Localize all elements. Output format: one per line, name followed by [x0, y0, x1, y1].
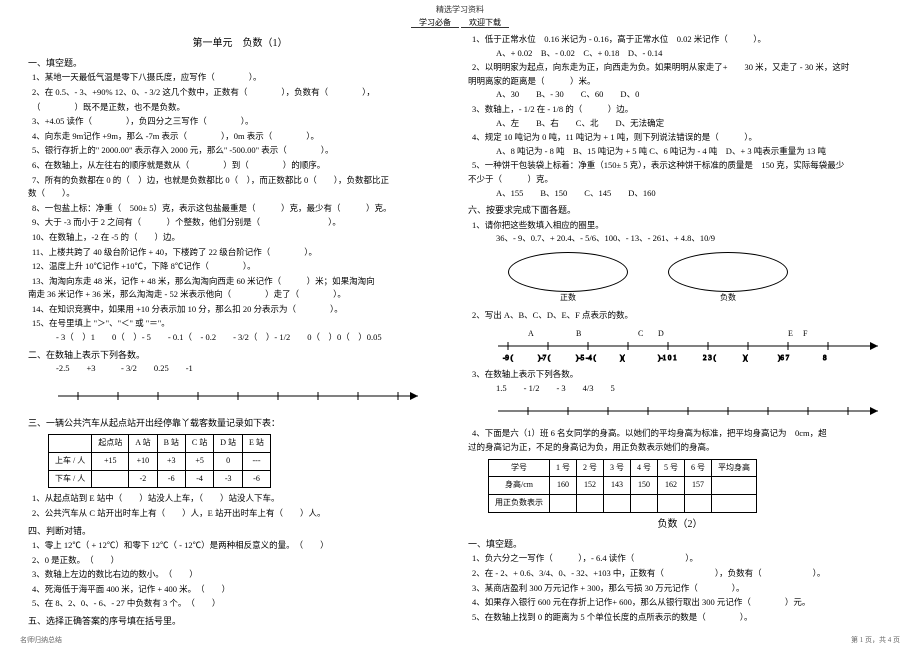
q1-12: 12、温度上升 10℃记作 +10℃，下降 8℃记作（ ）。 — [28, 260, 452, 274]
q5-5: 5、一种饼干包装袋上标着：净重（150± 5 克），表示这种饼干标准的质量是 1… — [468, 159, 892, 173]
svg-text:D: D — [658, 329, 664, 338]
section-6-heading: 六、按要求完成下面各题。 — [468, 203, 892, 217]
q1-8: 8、一包盐上标：净重（ 500± 5）克，表示这包盐最重是（ ）克，最少有（ ）… — [28, 202, 452, 216]
q1-4: 4、向东走 9m记作 +9m，那么 -7m 表示（ ），0m 表示（ ）。 — [28, 130, 452, 144]
unit-title-2: 负数（2） — [468, 517, 892, 533]
q4-1: 1、零上 12℃（ + 12℃）和零下 12℃（ - 12℃）是两种相反意义的量… — [28, 539, 452, 553]
section-1-heading: 一、填空题。 — [28, 56, 452, 70]
footer-left: 名师归纳总结 — [20, 635, 62, 645]
q1-13: 13、淘淘向东走 48 米，记作 + 48 米，那么淘淘向西走 60 米记作（ … — [28, 275, 452, 289]
svg-text:)(: )( — [743, 354, 748, 362]
left-column: 第一单元 负数（1） 一、填空题。 1、某地一天最低气温是零下八摄氏度，应写作（… — [20, 32, 460, 628]
section-2-heading: 二、在数轴上表示下列各数。 — [28, 348, 452, 362]
q1-7: 7、所有的负数都在 0 的（ ）边，也就是负数都比 0（ ），而正数都比 0（ … — [28, 174, 452, 188]
right-column: 1、低于正常水位 0.16 米记为 - 0.16，高于正常水位 0.02 米记作… — [460, 32, 900, 628]
classification-ovals: 正数 负数 — [508, 252, 892, 292]
s2-nums: -2.5 +3 - 3/2 0.25 -1 — [28, 362, 452, 376]
q5-3o: A、左 B、右 C、北 D、无法确定 — [468, 117, 892, 131]
q1b-1: 1、负六分之一写作（ ），- 6.4 读作（ ）。 — [468, 552, 892, 566]
svg-text:B: B — [576, 329, 581, 338]
height-table: 学号1 号2 号3 号4 号5 号6 号平均身高 身高/cm1601521431… — [488, 459, 757, 513]
q4-2: 2、0 是正数。 （ ） — [28, 554, 452, 568]
unit-title: 第一单元 负数（1） — [28, 36, 452, 52]
q1-14: 14、在知识竞赛中，如果用 +10 分表示加 10 分，那么扣 20 分表示为（… — [28, 303, 452, 317]
q1-1: 1、某地一天最低气温是零下八摄氏度，应写作（ ）。 — [28, 71, 452, 85]
page-footer: 名师归纳总结 第 1 页，共 4 页 — [0, 635, 920, 645]
q1-15: 15、在号里填上 "＞"、"＜" 或 "＝"。 — [28, 317, 452, 331]
q6-2: 2、写出 A、B、C、D、E、F 点表示的数。 — [468, 309, 892, 323]
svg-text:-9 (: -9 ( — [503, 354, 514, 362]
q4-4: 4、死海低于海平面 400 米，记作 + 400 米。 （ ） — [28, 583, 452, 597]
svg-text:A: A — [528, 329, 534, 338]
header-right: 欢迎下载 — [461, 18, 509, 28]
q6-1nums: 36、- 9、0.7、+ 20.4、- 5/6、100、- 13、- 261、+… — [468, 232, 892, 246]
q1-2b: （ ）既不是正数，也不是负数。 — [28, 101, 452, 115]
q6-4: 4、下面是六（1）班 6 名女同学的身高。以她们的平均身高为标准，把平均身高记为… — [468, 427, 892, 441]
q1b-2: 2、在 - 2、+ 0.6、3/4、0、- 32、+103 中，正数有（ ），负… — [468, 567, 892, 581]
svg-text:F: F — [803, 329, 808, 338]
q1-2: 2、在 0.5、- 3、+90% 12、0、- 3/2 这几个数中，正数有（ ）… — [28, 86, 452, 100]
doc-header-top: 精选学习资料 — [0, 0, 920, 15]
q5-1o: A、+ 0.02 B、- 0.02 C、+ 0.18 D、- 0.14 — [468, 47, 892, 61]
q1-6: 6、在数轴上，从左往右的顺序就是数从（ ）到（ ）的顺序。 — [28, 159, 452, 173]
q4-3: 3、数轴上左边的数比右边的数小。 （ ） — [28, 568, 452, 582]
svg-text:C: C — [638, 329, 643, 338]
svg-text:2 3 (: 2 3 ( — [703, 354, 717, 362]
section-3-heading: 三、一辆公共汽车从起点站开出经停靠丫载客数量记录如下表： — [28, 416, 452, 430]
q5-3: 3、数轴上，- 1/2 在 - 1/8 的（ ）边。 — [468, 103, 892, 117]
q1-11: 11、上楼共跨了 40 级台阶记作 + 40，下楼跨了 22 级台阶记作（ ）。 — [28, 246, 452, 260]
svg-text:)(: )( — [620, 354, 625, 362]
q1-10: 10、在数轴上，-2 在 -5 的（ ）边。 — [28, 231, 452, 245]
section-5-heading: 五、选择正确答案的序号填在括号里。 — [28, 614, 452, 628]
q5-2b: 明明离家的距离是（ ）米。 — [468, 75, 892, 89]
q3-2: 2、公共汽车从 C 站开出时车上有（ ）人，E 站开出时车上有（ ）人。 — [28, 507, 452, 521]
q5-5o: A、155 B、150 C、145 D、160 — [468, 187, 892, 201]
q6-4b: 过的身高记为正，不足的身高记为负，用正负数表示她们的身高。 — [468, 441, 892, 455]
q4-5: 5、在 8、2、0、- 6、- 27 中负数有 3 个。 （ ） — [28, 597, 452, 611]
q1b-5: 5、在数轴上找到 0 的距离为 5 个单位长度的点所表示的数是（ ）。 — [468, 611, 892, 625]
svg-text:)-7 (: )-7 ( — [538, 354, 551, 362]
footer-right: 第 1 页，共 4 页 — [851, 635, 900, 645]
header-left: 学习必备 — [411, 18, 459, 28]
q1-3: 3、+4.05 读作（ ），负四分之三写作（ ）。 — [28, 115, 452, 129]
doc-header-sub: 学习必备 欢迎下载 — [0, 15, 920, 28]
number-line-3 — [488, 401, 892, 421]
q1-7b: 数（ ）。 — [28, 187, 452, 201]
bus-table: 起点站A 站B 站C 站D 站E 站 上车 / 人+15+10+3+50--- … — [48, 434, 271, 488]
q1-5: 5、银行存折上的" 2000.00" 表示存入 2000 元，那么" -500.… — [28, 144, 452, 158]
svg-text:)6 7: )6 7 — [778, 354, 790, 362]
q1-13b: 南走 36 米记作 + 36 米，那么淘淘走 - 52 米表示他向（ ）走了（ … — [28, 288, 452, 302]
number-line-1 — [48, 382, 452, 410]
svg-text:8: 8 — [823, 354, 827, 362]
q1b-3: 3、某商店盈利 300 万元记作 + 300，那么亏损 30 万元记作（ ）。 — [468, 582, 892, 596]
q3-1: 1、从起点站到 E 站中（ ）站没人上车，（ ）站没人下车。 — [28, 492, 452, 506]
positive-oval: 正数 — [508, 252, 628, 292]
section-4-heading: 四、判断对错。 — [28, 524, 452, 538]
q5-2: 2、以明明家为起点，向东走为正，向西走为负。如果明明从家走了+ 30 米，又走了… — [468, 61, 892, 75]
q5-4o: A、8 吨记为 - 8 吨 B、15 吨记为 + 5 吨 C、6 吨记为 - 4… — [468, 145, 892, 159]
q1b-4: 4、如果存入银行 600 元在存折上记作+ 600，那么从银行取出 300 元记… — [468, 596, 892, 610]
q6-3nums: 1.5 - 1/2 - 3 4/3 5 — [468, 382, 892, 396]
q1-15b: - 3（ ）1 0（ ）- 5 - 0.1（ - 0.2 - 3/2（ ）- 1… — [28, 331, 452, 345]
q5-2o: A、30 B、- 30 C、60 D、0 — [468, 88, 892, 102]
q1-9: 9、大于 -3 而小于 2 之间有（ ）个整数，他们分别是（ ）。 — [28, 216, 452, 230]
number-line-2: A B C D E F -9 ( )-7 ( )-5 -4 ( )( )-1 0 1 2 … — [488, 328, 892, 362]
q6-3: 3、在数轴上表示下列各数。 — [468, 368, 892, 382]
svg-text:)-1 0 1: )-1 0 1 — [658, 354, 677, 362]
svg-text:)-5 -4 (: )-5 -4 ( — [576, 354, 596, 362]
svg-text:E: E — [788, 329, 793, 338]
negative-oval: 负数 — [668, 252, 788, 292]
q6-1: 1、请你把这些数填入相应的圈里。 — [468, 219, 892, 233]
q5-1: 1、低于正常水位 0.16 米记为 - 0.16，高于正常水位 0.02 米记作… — [468, 33, 892, 47]
section-1b-heading: 一、填空题。 — [468, 537, 892, 551]
q5-5b: 不少于（ ）克。 — [468, 173, 892, 187]
page-content: 第一单元 负数（1） 一、填空题。 1、某地一天最低气温是零下八摄氏度，应写作（… — [0, 32, 920, 628]
q5-4: 4、规定 10 吨记为 0 吨，11 吨记为 + 1 吨，则下列说法错误的是（ … — [468, 131, 892, 145]
